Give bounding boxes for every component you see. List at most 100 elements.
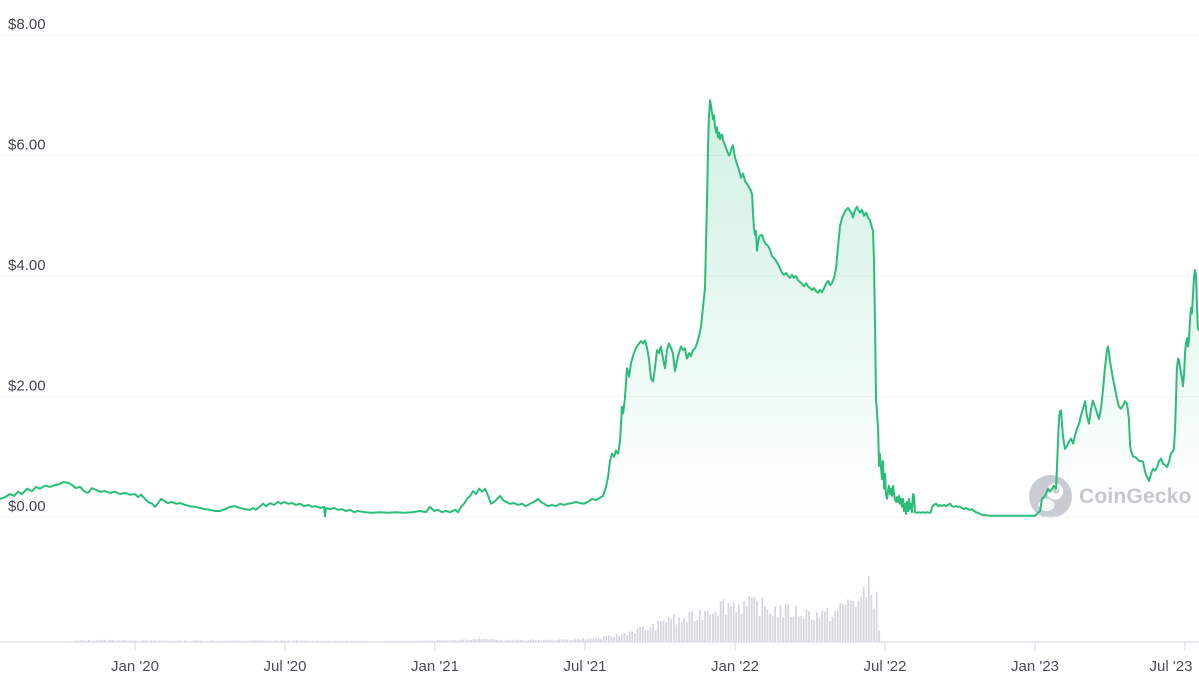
volume-bar — [119, 640, 121, 642]
volume-bar — [88, 640, 90, 642]
volume-bar — [649, 627, 652, 642]
volume-bar — [491, 638, 493, 642]
volume-bar — [777, 617, 779, 642]
volume-bar — [610, 636, 613, 642]
volume-bar — [514, 640, 517, 642]
volume-bar — [701, 620, 704, 642]
volume-bar — [670, 618, 673, 642]
volume-bar — [184, 640, 186, 642]
volume-bar — [839, 603, 842, 642]
volume-bar — [116, 640, 119, 642]
volume-bar — [779, 605, 782, 642]
price-area — [0, 100, 1199, 517]
y-axis-label: $8.00 — [8, 16, 46, 33]
volume-bar — [77, 640, 80, 642]
volume-bar — [418, 640, 420, 642]
volume-bar — [873, 608, 875, 642]
volume-bar — [345, 640, 348, 642]
y-axis-label: $2.00 — [8, 378, 46, 395]
volume-bar — [498, 640, 501, 642]
volume-bar — [784, 603, 787, 642]
volume-bar — [275, 640, 277, 642]
volume-bar — [844, 604, 847, 642]
volume-bar — [171, 640, 173, 642]
volume-bar — [454, 640, 457, 642]
volume-bar — [678, 617, 680, 642]
volume-bar — [480, 639, 483, 642]
volume-bar — [288, 640, 290, 642]
volume-bar — [519, 640, 522, 642]
volume-bar — [517, 639, 519, 642]
volume-bar — [647, 630, 649, 642]
volume-bar — [849, 600, 852, 642]
volume-bar — [231, 640, 233, 642]
volume-bar — [459, 639, 462, 642]
volume-bar — [309, 640, 311, 642]
volume-bar — [478, 638, 480, 642]
volume-bar — [444, 640, 446, 642]
volume-bar — [426, 640, 428, 642]
volume-bar — [730, 606, 732, 642]
volume-bar — [662, 620, 665, 642]
volume-bar — [808, 611, 810, 642]
volume-bar — [262, 640, 264, 642]
volume-bar — [504, 640, 506, 642]
volume-bar — [709, 614, 712, 642]
volume-bar — [680, 622, 683, 642]
volume-bar — [155, 640, 158, 642]
volume-bar — [532, 639, 535, 642]
volume-bar — [753, 597, 756, 642]
volume-bar — [673, 614, 675, 642]
volume-bar — [75, 640, 77, 642]
volume-bar — [860, 596, 862, 642]
volume-bar — [129, 640, 132, 642]
volume-bar — [218, 640, 220, 642]
volume-bar — [246, 640, 249, 642]
volume-bar — [857, 600, 860, 642]
volume-bar — [472, 638, 475, 642]
volume-bar — [127, 640, 129, 642]
volume-bar — [852, 601, 855, 642]
volume-bar — [158, 640, 160, 642]
volume-bar — [587, 638, 589, 642]
volume-bar — [665, 621, 667, 642]
x-axis-label: Jan '21 — [411, 658, 459, 675]
volume-bar — [441, 640, 444, 642]
volume-bar — [337, 640, 340, 642]
volume-bar — [428, 640, 431, 642]
volume-bar — [751, 597, 753, 642]
volume-bar — [485, 638, 488, 642]
volume-bar — [540, 640, 543, 642]
volume-bar — [782, 617, 784, 642]
volume-bar — [732, 602, 735, 642]
volume-bar — [93, 640, 95, 642]
volume-bar — [303, 640, 306, 642]
volume-bar — [686, 622, 688, 642]
volume-bar — [212, 640, 215, 642]
volume-bar — [761, 597, 764, 642]
volume-bar — [98, 640, 101, 642]
volume-bar — [470, 639, 472, 642]
volume-bar — [878, 630, 881, 642]
volume-bar — [618, 635, 621, 642]
volume-bar — [660, 621, 662, 642]
volume-bar — [613, 636, 615, 642]
x-axis-label: Jul '21 — [564, 658, 607, 675]
volume-bar — [433, 640, 436, 642]
volume-bar — [446, 640, 449, 642]
volume-bar — [727, 603, 730, 642]
volume-bar — [574, 639, 576, 642]
volume-bar — [652, 623, 654, 642]
volume-bar — [634, 633, 636, 642]
volume-bar — [563, 639, 566, 642]
volume-bar — [756, 600, 758, 642]
volume-bar — [566, 639, 569, 642]
volume-bar — [106, 640, 108, 642]
volume-bar — [743, 601, 745, 642]
volume-bar — [600, 638, 602, 642]
volume-bar — [792, 616, 795, 642]
volume-bar — [153, 640, 155, 642]
volume-bar — [764, 605, 766, 642]
